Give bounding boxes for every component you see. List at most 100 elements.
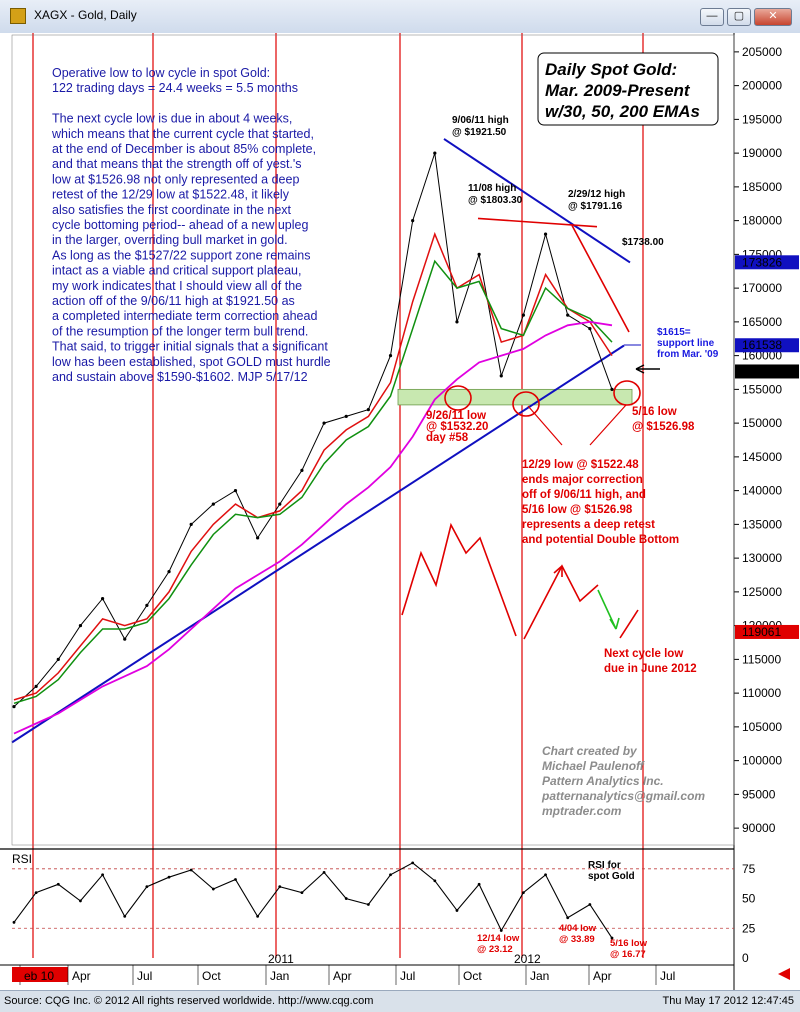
- rsi-point: [145, 885, 149, 889]
- rsi-point: [610, 936, 614, 940]
- cycle-projection-3: [619, 609, 639, 639]
- credit-line: Pattern Analytics Inc.: [542, 774, 664, 788]
- rsi-point: [588, 903, 592, 906]
- annotation-high-0229: 2/29/12 high: [568, 189, 625, 200]
- price-tick-label: 180000: [742, 214, 782, 228]
- rsi-tick-label: 75: [742, 862, 756, 876]
- series-line-3: [13, 320, 613, 735]
- price-tick-label: 135000: [742, 517, 782, 531]
- rsi-annotation-1214: 12/14 low: [477, 933, 520, 944]
- commentary-line: low has been established, spot GOLD must…: [52, 355, 331, 369]
- commentary-line: That said, to trigger initial signals th…: [52, 340, 328, 354]
- annotation-low-0516: 5/16 low: [632, 406, 677, 418]
- date-tick-label: Jan: [530, 969, 549, 983]
- cycle-line-group: [32, 33, 644, 958]
- price-marker-group: 173826 161538 157652 119061: [735, 255, 799, 639]
- price-tick-label: 100000: [742, 754, 782, 768]
- price-point: [100, 597, 105, 601]
- date-tick-label: Oct: [202, 969, 221, 983]
- arrow-line: [589, 404, 627, 446]
- price-point: [300, 468, 304, 472]
- price-tick-label: 195000: [742, 112, 782, 126]
- commentary-line: and that means that the strength off of …: [52, 157, 302, 171]
- annotation-1738: $1738.00: [622, 237, 664, 248]
- commentary-group: Operative low to low cycle in spot Gold:…: [51, 52, 719, 818]
- rsi-point: [499, 929, 503, 932]
- price-point: [322, 421, 326, 425]
- chart-title: Daily Spot Gold:: [545, 60, 677, 79]
- price-point: [233, 489, 238, 493]
- price-point: [499, 374, 503, 378]
- price-point: [455, 320, 459, 324]
- annotation-support-1615: support line: [657, 338, 715, 349]
- minimize-button[interactable]: —: [700, 8, 724, 26]
- low-highlight-circle: [613, 380, 641, 406]
- price-tick-label: 140000: [742, 484, 782, 498]
- date-tick-label: Jul: [137, 969, 152, 983]
- price-tick-label: 95000: [742, 787, 776, 801]
- price-tick-label: 115000: [742, 652, 781, 666]
- commentary-line: intact as a viable and critical support …: [52, 264, 301, 278]
- price-tick-label: 90000: [742, 821, 776, 835]
- commentary-line: of the resumption of the longer term bul…: [52, 324, 308, 338]
- price-tick-label: 150000: [742, 416, 782, 430]
- rsi-point: [544, 873, 547, 877]
- rsi-point: [433, 879, 437, 883]
- rsi-annotation-1214: @ 23.12: [477, 944, 513, 955]
- commentary-line: which means that the current cycle that …: [51, 127, 314, 141]
- cycle-projection-2: [523, 564, 599, 640]
- close-button[interactable]: ✕: [754, 8, 792, 26]
- price-tick-label: 130000: [742, 551, 782, 565]
- commentary-line: in the larger, overriding bull market in…: [52, 233, 288, 247]
- rsi-point: [278, 885, 282, 889]
- restore-button[interactable]: ▢: [727, 8, 751, 26]
- rsi-annotation-0516: 5/16 low: [610, 938, 648, 949]
- scroll-right-arrow: [778, 968, 790, 980]
- cycle-projection-1: [401, 522, 517, 637]
- price-point: [123, 637, 127, 641]
- price-tick-label: 205000: [742, 45, 782, 59]
- rsi-annotation-0404: 4/04 low: [559, 923, 597, 934]
- annotation-double-bottom: represents a deep retest: [522, 519, 655, 531]
- price-point: [78, 624, 83, 628]
- annotation-double-bottom: off of 9/06/11 high, and: [522, 489, 646, 501]
- commentary-line: also satisfies the first coordinate in t…: [52, 203, 292, 217]
- rsi-point: [123, 914, 127, 918]
- commentary-line: at the end of December is about 85% comp…: [52, 142, 316, 156]
- date-tick-label: eb 10: [24, 969, 54, 983]
- price-point: [610, 387, 614, 391]
- window-title: XAGX - Gold, Daily: [34, 8, 137, 22]
- rsi-tick-label: 0: [742, 951, 749, 965]
- rsi-point: [300, 891, 304, 895]
- rsi-point: [322, 871, 326, 874]
- rsi-point: [411, 861, 415, 865]
- annotation-double-bottom: and potential Double Bottom: [522, 534, 679, 546]
- trendline-group: [11, 138, 631, 744]
- chart-subtitle: w/30, 50, 200 EMAs: [545, 102, 700, 121]
- price-marker: [735, 364, 799, 379]
- annotation-group: 9/06/11 high@ $1921.50 11/08 high@ $1803.…: [401, 115, 719, 675]
- price-point: [278, 502, 282, 506]
- rsi-point: [12, 920, 16, 924]
- commentary-line: my work indicates that I should view all…: [52, 279, 302, 293]
- chart-subtitle: Mar. 2009-Present: [545, 81, 691, 100]
- price-pointer-arrow: [635, 364, 660, 374]
- annotation-double-bottom: 5/16 low @ $1526.98: [522, 504, 633, 516]
- rsi-point: [34, 891, 38, 895]
- date-tick-label: Apr: [333, 969, 352, 983]
- commentary-line: 122 trading days = 24.4 weeks = 5.5 mont…: [52, 81, 298, 95]
- price-point: [477, 252, 481, 256]
- price-tick-label: 200000: [742, 79, 782, 93]
- gold-daily-chart: 9/06/11 high@ $1921.50 11/08 high@ $1803.…: [0, 33, 800, 990]
- price-marker-label: 161538: [742, 338, 782, 352]
- projection-red-arrowhead: [553, 565, 563, 577]
- commentary-line: action off of the 9/06/11 high at $1921.…: [52, 294, 295, 308]
- rsi-point: [211, 887, 215, 891]
- commentary-line: and sustain above $1590-$1602. MJP 5/17/…: [52, 370, 308, 384]
- price-point: [256, 536, 260, 540]
- price-point: [56, 657, 60, 661]
- rsi-point: [389, 873, 392, 877]
- price-tick-label: 125000: [742, 585, 782, 599]
- annotation-high-0229: @ $1791.16: [568, 201, 623, 212]
